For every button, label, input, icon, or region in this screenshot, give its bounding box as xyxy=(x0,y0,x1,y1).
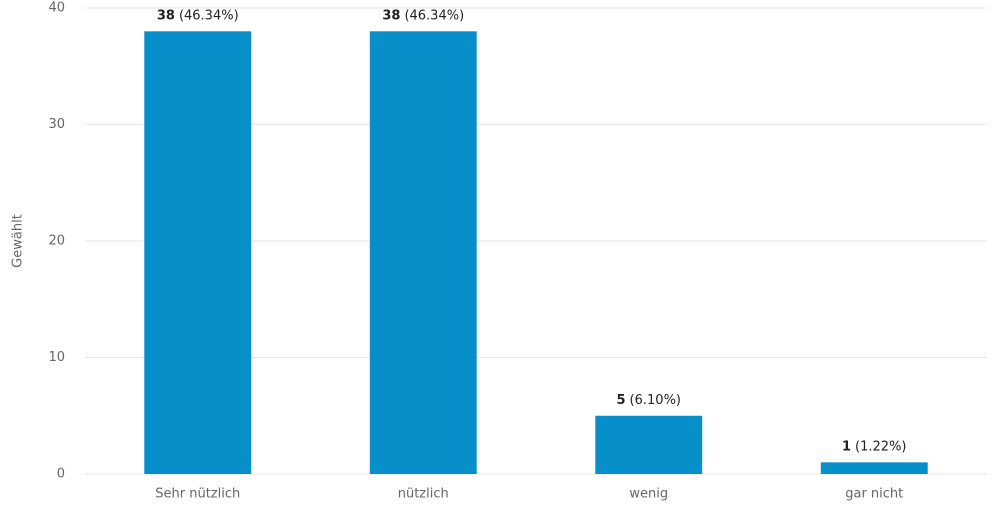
value-percent: (46.34%) xyxy=(179,8,239,23)
value-percent: (46.34%) xyxy=(404,8,464,23)
value-label: 38 (46.34%) xyxy=(382,8,464,23)
value-label: 5 (6.10%) xyxy=(617,392,682,407)
value-label: 1 (1.22%) xyxy=(842,439,907,454)
y-tick-label: 30 xyxy=(48,117,65,132)
value-number: 38 xyxy=(382,8,400,23)
bar xyxy=(144,31,252,475)
y-tick-label: 40 xyxy=(48,1,65,16)
value-percent: (1.22%) xyxy=(855,439,906,454)
x-tick-label: nützlich xyxy=(398,487,449,502)
bar xyxy=(595,415,703,474)
y-tick-label: 0 xyxy=(57,467,65,482)
value-number: 5 xyxy=(617,392,626,407)
y-axis-label: Gewählt xyxy=(11,214,26,268)
x-tick-label: wenig xyxy=(629,487,668,502)
x-tick-label: gar nicht xyxy=(845,487,903,502)
bar xyxy=(820,462,928,474)
value-percent: (6.10%) xyxy=(630,392,681,407)
bar xyxy=(369,31,477,475)
value-number: 38 xyxy=(157,8,175,23)
value-number: 1 xyxy=(842,439,851,454)
y-tick-label: 10 xyxy=(48,350,65,365)
x-tick-label: Sehr nützlich xyxy=(155,487,240,502)
y-tick-label: 20 xyxy=(48,234,65,249)
value-label: 38 (46.34%) xyxy=(157,8,239,23)
